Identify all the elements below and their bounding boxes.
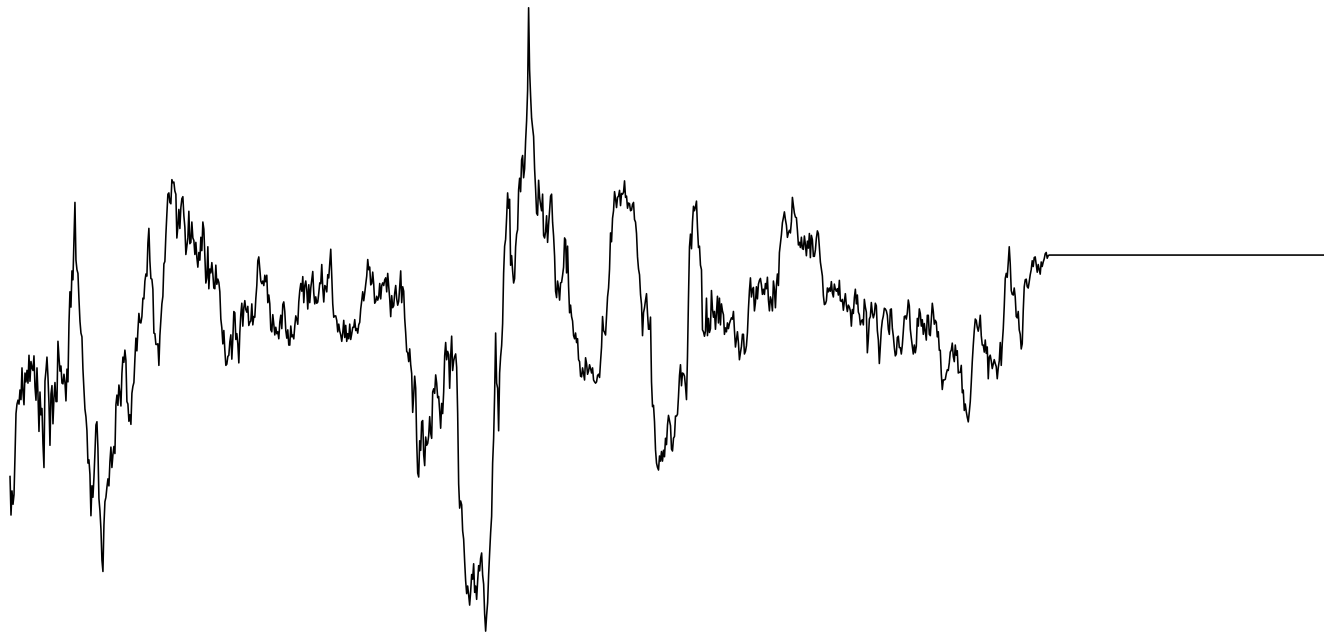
series-layer [9, 7, 1324, 632]
series-line-0 [9, 7, 1324, 632]
